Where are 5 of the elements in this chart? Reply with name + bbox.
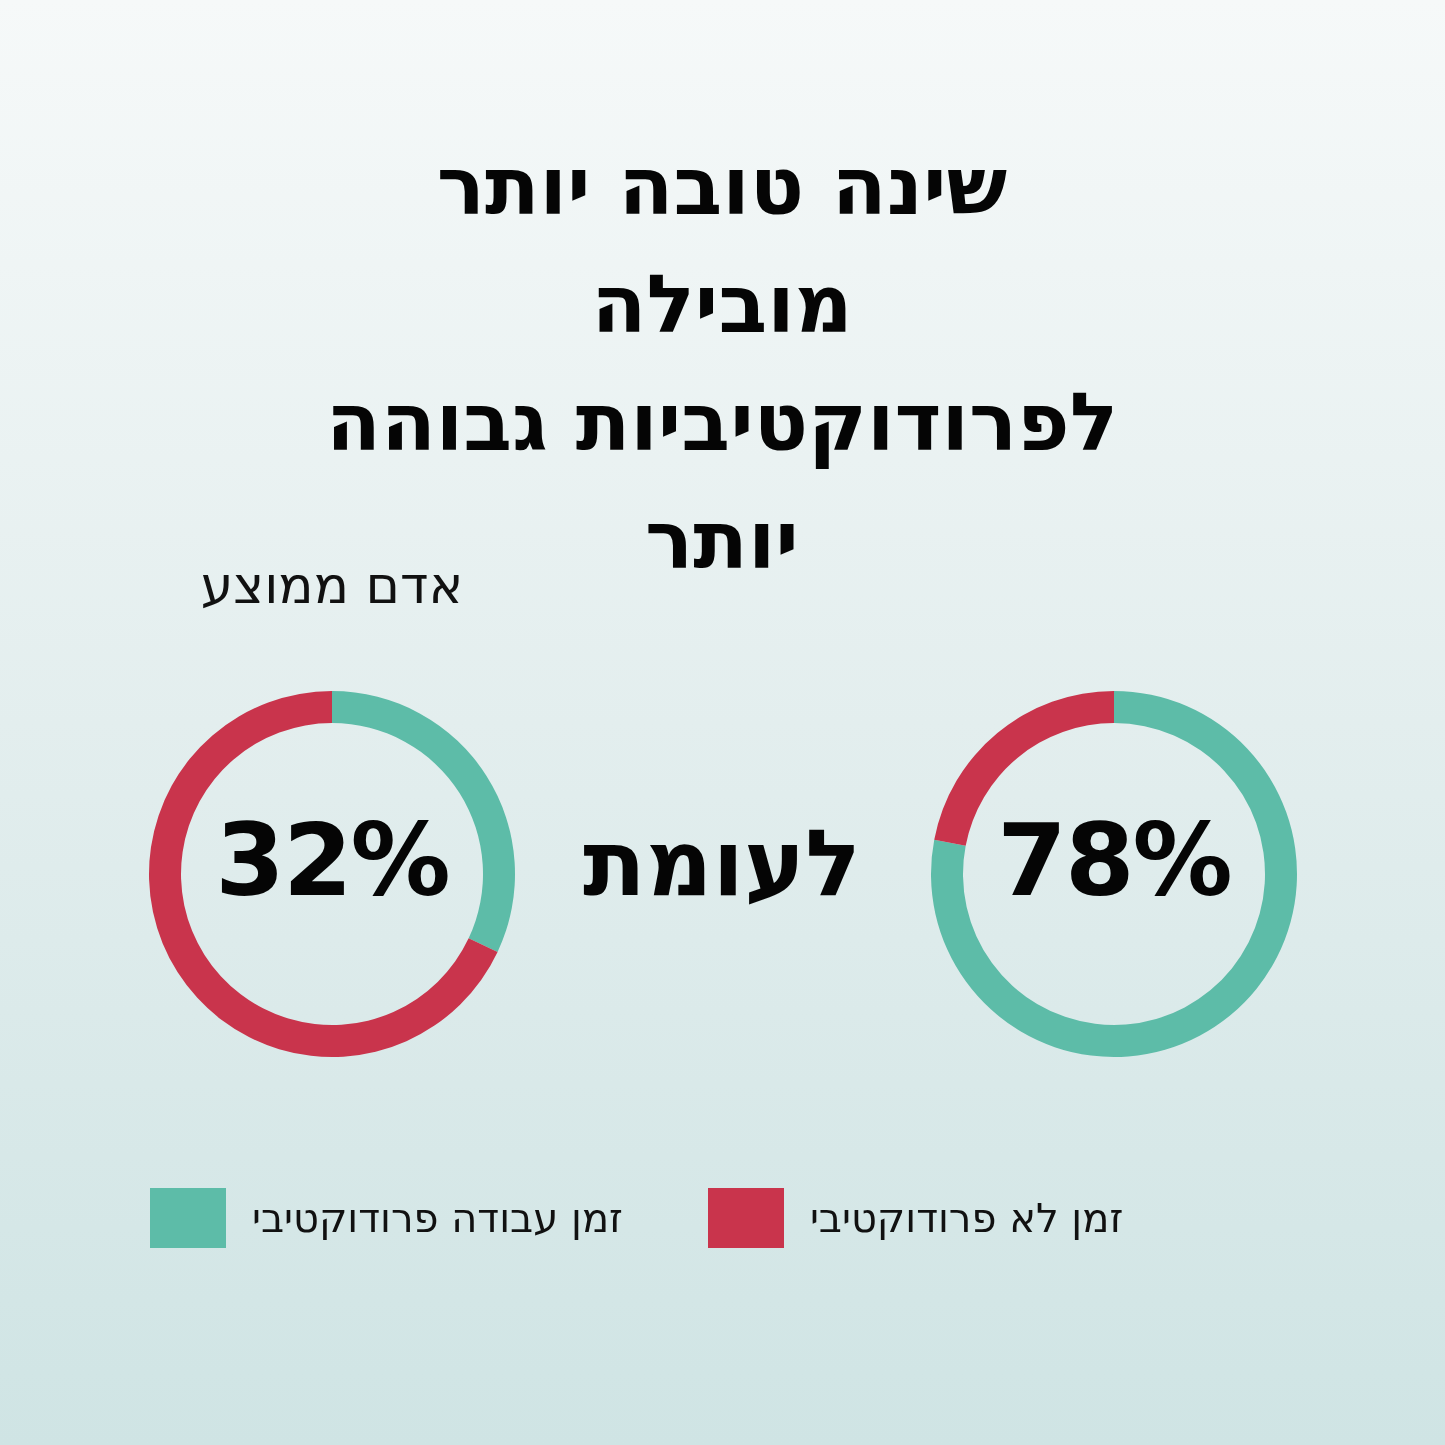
text: לעומת	[582, 810, 862, 917]
text: 32%	[214, 802, 450, 919]
legend-label: זמן עבודה פרודוקטיבי	[252, 1195, 623, 1241]
text: 78%	[996, 802, 1232, 919]
legend-label: זמן לא פרודוקטיבי	[809, 1195, 1124, 1241]
